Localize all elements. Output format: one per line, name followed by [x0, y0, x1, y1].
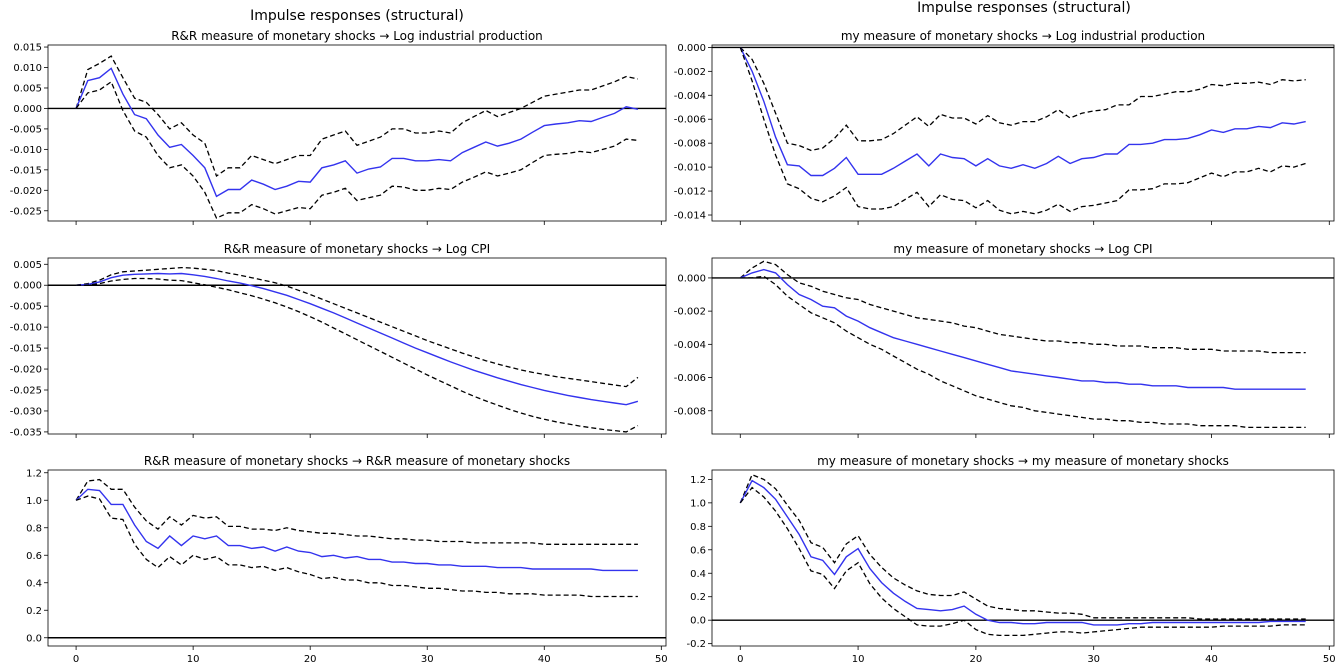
- figure-suptitle: Impulse responses (structural): [917, 0, 1131, 16]
- panel-title: R&R measure of monetary shocks → Log ind…: [171, 29, 543, 43]
- axes-frame: [47, 257, 667, 435]
- panel-title: my measure of monetary shocks → Log CPI: [893, 242, 1152, 256]
- axes-frame: [47, 44, 667, 222]
- panel-p10: R&R measure of monetary shocks → Log CPI…: [10, 242, 667, 438]
- y-tick-label: -0.015: [10, 344, 42, 355]
- x-tick-label: 50: [1323, 654, 1336, 665]
- y-tick-label: -0.006: [674, 373, 706, 384]
- panel-p00: Impulse responses (structural) R&R measur…: [10, 8, 667, 225]
- y-tick-label: -0.015: [10, 165, 42, 176]
- y-tick-label: -0.002: [674, 307, 706, 318]
- figure-suptitle: Impulse responses (structural): [250, 8, 464, 24]
- panel-p01: Impulse responses (structural) my measure…: [674, 0, 1335, 225]
- x-tick-label: 50: [655, 654, 668, 665]
- irf-line: [75, 488, 638, 572]
- y-tick-label: 0.4: [26, 578, 42, 589]
- y-tick-label: -0.2: [686, 639, 706, 650]
- x-tick-label: 40: [538, 654, 551, 665]
- panel-title: my measure of monetary shocks → Log indu…: [841, 29, 1205, 43]
- y-tick-label: 0.0: [26, 633, 42, 644]
- irf-line: [739, 47, 1306, 177]
- y-tick-label: 0.6: [26, 551, 42, 562]
- y-tick-label: 1.0: [690, 498, 706, 509]
- y-tick-label: -0.008: [674, 139, 706, 150]
- irf-line: [740, 268, 1306, 390]
- y-tick-label: -0.030: [10, 406, 42, 417]
- y-tick-label: 0.0: [690, 616, 706, 627]
- panel-p11: my measure of monetary shocks → Log CPI 0…: [674, 242, 1335, 438]
- y-tick-label: 0.2: [690, 592, 706, 603]
- y-tick-label: -0.025: [10, 206, 42, 217]
- y-tick-label: -0.025: [10, 386, 42, 397]
- y-tick-label: 0.6: [690, 545, 706, 556]
- y-tick-label: 1.0: [26, 496, 42, 507]
- y-tick-label: -0.010: [674, 163, 706, 174]
- y-tick-label: 0.010: [13, 63, 42, 74]
- y-tick-label: 0.2: [26, 606, 42, 617]
- y-tick-label: -0.002: [674, 67, 706, 78]
- confidence-band-lower-line: [76, 277, 639, 433]
- y-tick-label: 0.8: [690, 522, 706, 533]
- y-tick-label: -0.008: [674, 406, 706, 417]
- panel-p21: my measure of monetary shocks → my measu…: [686, 454, 1335, 665]
- y-tick-label: 0.000: [677, 43, 706, 54]
- y-tick-label: -0.005: [10, 124, 42, 135]
- confidence-band-upper-line: [75, 478, 638, 545]
- irf-line: [76, 272, 639, 406]
- confidence-band-lower-line: [739, 47, 1306, 215]
- y-tick-label: 0.4: [690, 569, 706, 580]
- y-tick-label: 0.000: [13, 104, 42, 115]
- x-tick-label: 30: [1087, 654, 1100, 665]
- y-tick-label: -0.035: [10, 427, 42, 438]
- x-tick-label: 20: [970, 654, 983, 665]
- y-tick-label: -0.004: [674, 340, 706, 351]
- confidence-band-upper-line: [739, 46, 1306, 152]
- y-tick-label: -0.004: [674, 91, 706, 102]
- axes-frame: [711, 469, 1335, 647]
- confidence-band-upper-line: [75, 55, 639, 178]
- y-tick-label: -0.020: [10, 365, 42, 376]
- y-tick-label: -0.010: [10, 323, 42, 334]
- panel-title: R&R measure of monetary shocks → R&R mea…: [144, 454, 570, 468]
- axes-frame: [711, 44, 1335, 222]
- confidence-band-upper-line: [76, 266, 639, 388]
- x-tick-label: 10: [852, 654, 865, 665]
- y-tick-label: -0.006: [674, 115, 706, 126]
- y-tick-label: -0.005: [10, 302, 42, 313]
- y-tick-label: 1.2: [26, 468, 42, 479]
- irf-line: [739, 479, 1306, 626]
- x-tick-label: 20: [304, 654, 317, 665]
- irf-line: [75, 67, 639, 198]
- y-tick-label: -0.012: [674, 187, 706, 198]
- y-tick-label: 0.8: [26, 523, 42, 534]
- y-tick-label: 0.005: [13, 260, 42, 271]
- confidence-band-upper-line: [739, 473, 1306, 620]
- y-tick-label: 1.2: [690, 475, 706, 486]
- y-tick-label: -0.010: [10, 145, 42, 156]
- confidence-band-lower-line: [75, 80, 638, 219]
- axes-frame: [47, 469, 667, 647]
- panel-title: R&R measure of monetary shocks → Log CPI: [224, 242, 490, 256]
- y-tick-label: 0.005: [13, 83, 42, 94]
- x-tick-label: 30: [421, 654, 434, 665]
- confidence-band-lower-line: [75, 495, 638, 598]
- confidence-band-lower-line: [740, 275, 1306, 429]
- confidence-band-lower-line: [739, 486, 1306, 637]
- panel-p20: R&R measure of monetary shocks → R&R mea…: [26, 454, 668, 665]
- y-tick-label: 0.000: [677, 273, 706, 284]
- x-tick-label: 40: [1205, 654, 1218, 665]
- x-tick-label: 0: [73, 654, 79, 665]
- y-tick-label: 0.015: [13, 43, 42, 54]
- y-tick-label: 0.000: [13, 281, 42, 292]
- panel-title: my measure of monetary shocks → my measu…: [817, 454, 1229, 468]
- x-tick-label: 10: [187, 654, 200, 665]
- confidence-band-upper-line: [739, 260, 1306, 354]
- axes-frame: [711, 257, 1335, 435]
- x-tick-label: 0: [737, 654, 743, 665]
- y-tick-label: -0.020: [10, 186, 42, 197]
- y-tick-label: -0.014: [674, 211, 706, 222]
